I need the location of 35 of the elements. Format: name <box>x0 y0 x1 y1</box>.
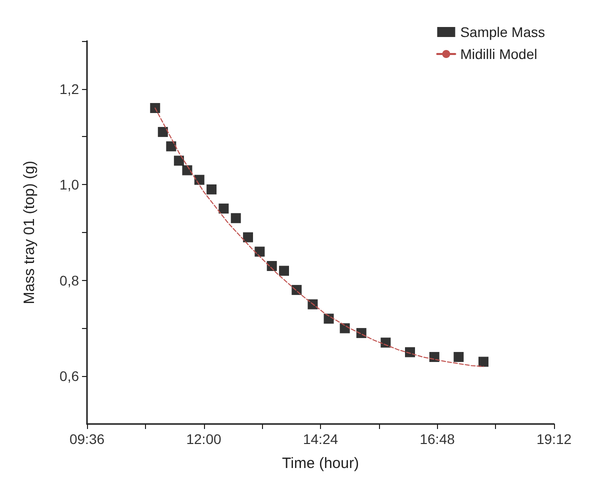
point <box>308 299 318 310</box>
y-tick-label: 0,6 <box>60 368 80 384</box>
legend-label: Midilli Model <box>460 46 538 62</box>
x-tick-label: 12:00 <box>186 431 222 447</box>
point <box>266 261 277 272</box>
y-tick-label: 0,8 <box>60 272 80 288</box>
x-tick-label: 14:24 <box>302 431 338 447</box>
x-axis-title: Time (hour) <box>282 455 359 472</box>
point <box>324 314 334 324</box>
point <box>166 141 176 152</box>
point <box>243 232 254 242</box>
point <box>356 328 366 338</box>
point <box>194 174 204 185</box>
y-axis-title: Mass tray 01 (top) (g) <box>21 160 38 304</box>
point <box>174 156 184 166</box>
x-tick-label: 16:48 <box>420 431 455 447</box>
legend-label: Sample Mass <box>460 24 546 40</box>
point <box>454 352 464 362</box>
point <box>380 338 391 348</box>
point <box>158 126 168 137</box>
point <box>150 103 160 114</box>
point <box>182 165 192 176</box>
point <box>254 246 265 257</box>
y-tick-label: 1,0 <box>60 176 80 193</box>
point <box>206 184 217 194</box>
point <box>279 266 290 276</box>
point <box>230 213 241 224</box>
x-tick-label: 09:36 <box>69 431 105 447</box>
point <box>340 323 350 334</box>
point <box>478 356 488 367</box>
point <box>429 352 440 362</box>
point <box>405 347 416 358</box>
point <box>218 204 229 214</box>
y-tick-label: 1,2 <box>60 80 80 97</box>
x-tick-label: 19:12 <box>536 431 572 447</box>
